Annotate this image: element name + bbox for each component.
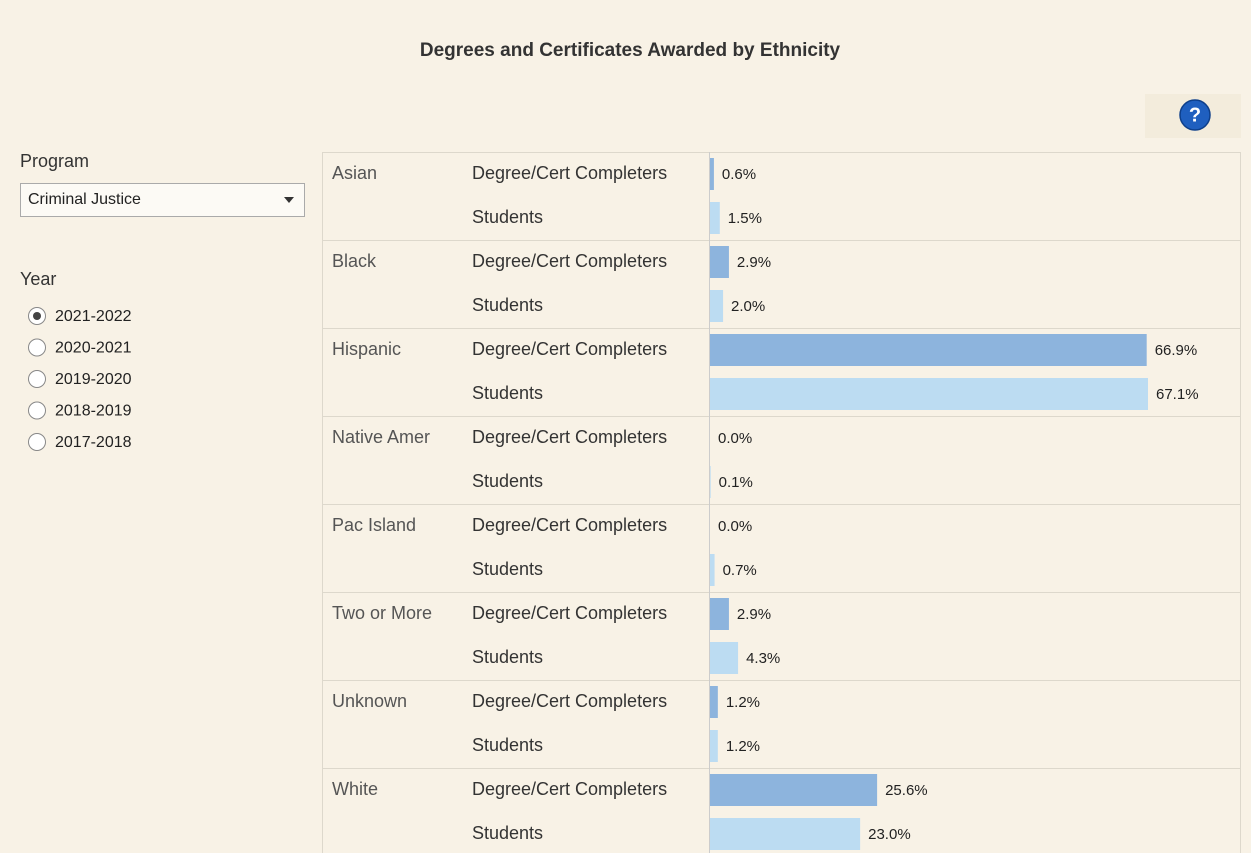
series-label: Students (472, 207, 543, 227)
series-label: Degree/Cert Completers (472, 515, 667, 535)
category-label: Native Amer (332, 427, 430, 447)
bar (710, 774, 878, 806)
value-label: 1.5% (728, 210, 762, 227)
bar (710, 246, 729, 278)
value-label: 2.9% (737, 606, 771, 623)
value-label: 4.3% (746, 650, 780, 667)
bar (710, 466, 711, 498)
value-label: 1.2% (726, 694, 760, 711)
year-option[interactable]: 2020-2021 (55, 340, 132, 357)
program-dropdown[interactable] (20, 183, 305, 217)
bar (710, 290, 724, 322)
series-label: Degree/Cert Completers (472, 691, 667, 711)
bar (710, 818, 861, 850)
bar (710, 202, 720, 234)
bar (710, 642, 739, 674)
series-label: Degree/Cert Completers (472, 427, 667, 447)
dropdown-arrow (284, 197, 294, 203)
series-label: Students (472, 735, 543, 755)
bar (710, 598, 729, 630)
category-label: Hispanic (332, 339, 401, 359)
program-value: Criminal Justice (28, 191, 141, 208)
program-label: Program (20, 151, 89, 171)
series-label: Degree/Cert Completers (472, 339, 667, 359)
series-label: Students (472, 383, 543, 403)
year-option[interactable]: 2021-2022 (55, 308, 132, 325)
value-label: 0.1% (719, 474, 753, 491)
year-option[interactable]: 2019-2020 (55, 371, 132, 388)
series-label: Students (472, 823, 543, 843)
value-label: 2.9% (737, 254, 771, 271)
dashboard-title: Degrees and Certificates Awarded by Ethn… (420, 40, 841, 61)
bar (710, 158, 714, 190)
help-icon[interactable]: ? (1189, 104, 1201, 126)
value-label: 0.6% (722, 166, 756, 183)
year-radio[interactable] (28, 401, 46, 420)
value-label: 23.0% (868, 826, 911, 843)
value-label: 66.9% (1155, 342, 1198, 359)
category-label: Unknown (332, 691, 407, 711)
year-option[interactable]: 2017-2018 (55, 434, 132, 451)
year-radio-dot (33, 312, 41, 320)
series-label: Degree/Cert Completers (472, 779, 667, 799)
series-label: Students (472, 295, 543, 315)
value-label: 2.0% (731, 298, 765, 315)
bar (710, 686, 718, 718)
series-label: Students (472, 559, 543, 579)
year-option[interactable]: 2018-2019 (55, 403, 132, 420)
series-label: Students (472, 647, 543, 667)
value-label: 0.0% (718, 430, 752, 447)
category-label: Two or More (332, 603, 432, 623)
year-radio[interactable] (28, 338, 46, 357)
series-label: Degree/Cert Completers (472, 251, 667, 271)
value-label: 25.6% (885, 782, 928, 799)
category-label: Black (332, 251, 377, 271)
series-label: Students (472, 471, 543, 491)
value-label: 1.2% (726, 738, 760, 755)
category-label: Pac Island (332, 515, 416, 535)
bar (710, 334, 1147, 366)
year-label: Year (20, 269, 56, 289)
category-label: White (332, 779, 378, 799)
bar (710, 554, 715, 586)
year-radio[interactable] (28, 370, 46, 388)
value-label: 0.7% (723, 562, 757, 579)
year-radio[interactable] (28, 433, 46, 451)
series-label: Degree/Cert Completers (472, 603, 667, 623)
value-label: 67.1% (1156, 386, 1199, 403)
help-button[interactable] (1179, 99, 1211, 131)
value-label: 0.0% (718, 518, 752, 535)
bar (710, 730, 718, 762)
bar (710, 378, 1148, 410)
category-label: Asian (332, 163, 377, 183)
series-label: Degree/Cert Completers (472, 163, 667, 183)
